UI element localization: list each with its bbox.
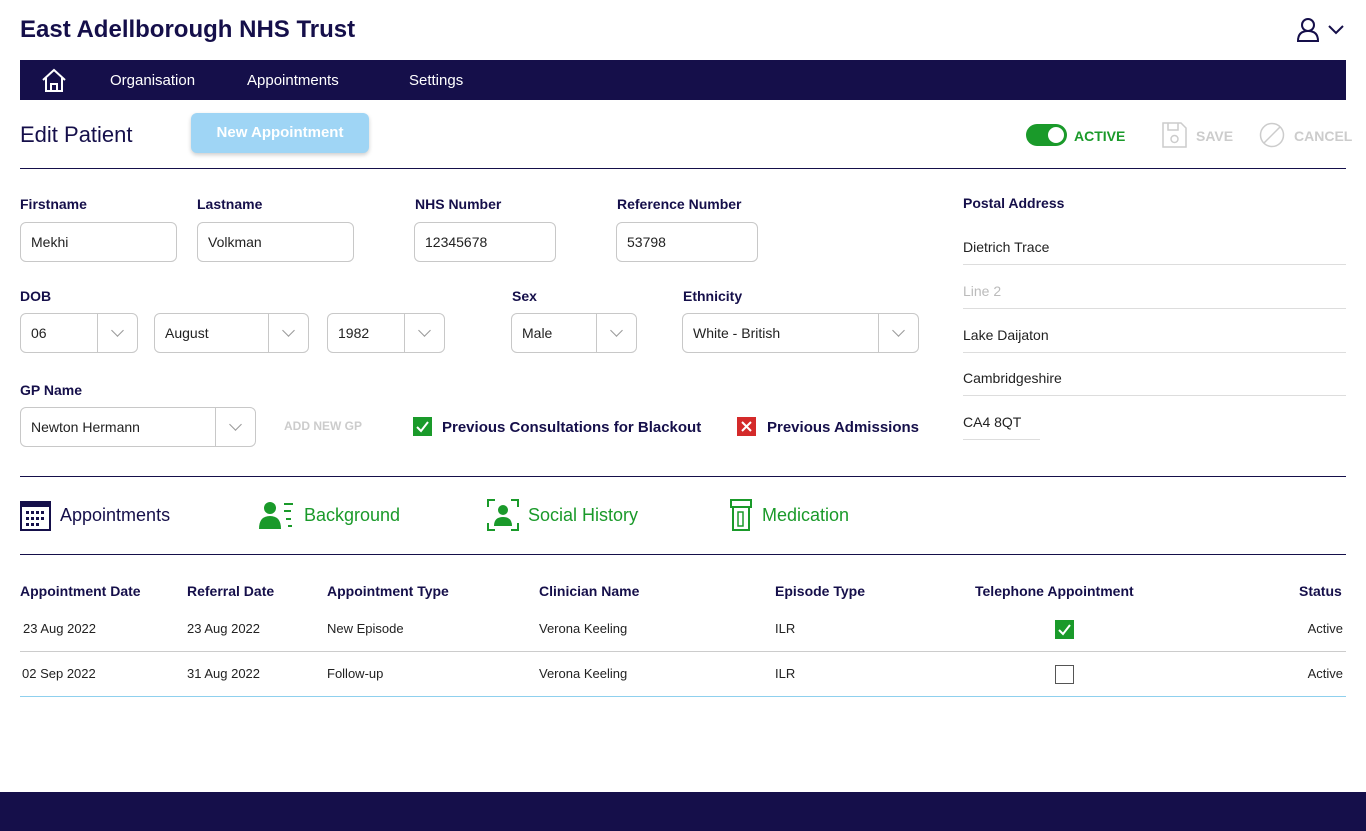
sex-label: Sex xyxy=(512,288,537,304)
chevron-down-icon xyxy=(1328,25,1344,35)
column-header-appointment-type[interactable]: Appointment Type xyxy=(327,583,449,599)
social-history-icon xyxy=(487,499,519,531)
status: Active xyxy=(1307,666,1343,681)
chevron-down-icon xyxy=(878,314,918,352)
gp-name-label: GP Name xyxy=(20,382,82,398)
address-town-input[interactable]: Lake Daijaton xyxy=(963,327,1346,353)
nhs-number-label: NHS Number xyxy=(415,196,502,212)
column-header-clinician-name[interactable]: Clinician Name xyxy=(539,583,640,599)
dob-month-select[interactable]: August xyxy=(154,313,309,353)
firstname-label: Firstname xyxy=(20,196,87,212)
chevron-down-icon xyxy=(404,314,444,352)
sex-select[interactable]: Male xyxy=(511,313,637,353)
address-line1-input[interactable]: Dietrich Trace xyxy=(963,239,1346,265)
referral-date: 31 Aug 2022 xyxy=(187,666,261,681)
telephone-appointment-checkbox[interactable] xyxy=(1055,620,1074,639)
tab-background[interactable]: Background xyxy=(304,505,401,525)
column-header-status[interactable]: Status xyxy=(1299,583,1342,599)
clinician-name: Verona Keeling xyxy=(539,621,628,636)
calendar-icon xyxy=(20,501,51,531)
appointment-date: 02 Sep 2022 xyxy=(22,666,96,681)
home-icon[interactable] xyxy=(40,67,68,93)
table-row[interactable]: 23 Aug 2022 23 Aug 2022 New Episode Vero… xyxy=(20,606,1346,652)
status: Active xyxy=(1307,621,1343,636)
dob-year-value: 1982 xyxy=(338,325,370,341)
chevron-down-icon xyxy=(268,314,308,352)
main-nav: Organisation Appointments Settings xyxy=(20,60,1346,100)
lastname-input[interactable]: Volkman xyxy=(197,222,354,262)
tab-social-history[interactable]: Social History xyxy=(528,505,639,525)
column-header-appointment-date[interactable]: Appointment Date xyxy=(20,583,141,599)
page-title: Edit Patient xyxy=(20,122,133,147)
episode-type: ILR xyxy=(775,666,796,681)
lastname-label: Lastname xyxy=(197,196,263,212)
address-line2-input[interactable]: Line 2 xyxy=(963,283,1346,309)
user-menu[interactable] xyxy=(1294,16,1352,51)
user-icon xyxy=(1296,18,1344,42)
gp-name-value: Newton Hermann xyxy=(31,419,140,435)
gp-name-select[interactable]: Newton Hermann xyxy=(20,407,256,447)
column-header-referral-date[interactable]: Referral Date xyxy=(187,583,275,599)
address-postcode-input[interactable]: CA4 8QT xyxy=(963,414,1040,440)
appointment-type: Follow-up xyxy=(327,666,384,681)
dob-year-select[interactable]: 1982 xyxy=(327,313,445,353)
chevron-down-icon xyxy=(596,314,636,352)
tab-appointments[interactable]: Appointments xyxy=(60,505,171,525)
ethnicity-label: Ethnicity xyxy=(683,288,743,304)
appointment-date: 23 Aug 2022 xyxy=(23,621,97,636)
dob-day-value: 06 xyxy=(31,325,47,341)
dob-label: DOB xyxy=(20,288,52,304)
nhs-number-input[interactable]: 12345678 xyxy=(414,222,556,262)
tab-medication[interactable]: Medication xyxy=(762,505,850,525)
address-county-input[interactable]: Cambridgeshire xyxy=(963,370,1346,396)
medication-icon xyxy=(730,499,752,531)
divider xyxy=(20,554,1346,555)
divider xyxy=(20,168,1346,169)
dob-month-value: August xyxy=(165,325,209,341)
column-header-episode-type[interactable]: Episode Type xyxy=(775,583,865,599)
firstname-input[interactable]: Mekhi xyxy=(20,222,177,262)
active-label: ACTIVE xyxy=(1074,128,1126,144)
sex-value: Male xyxy=(522,325,553,341)
save-button[interactable]: SAVE xyxy=(1196,128,1234,144)
new-appointment-button[interactable]: New Appointment xyxy=(191,113,369,153)
footer xyxy=(0,792,1366,831)
episode-type: ILR xyxy=(775,621,796,636)
nav-settings[interactable]: Settings xyxy=(409,72,464,89)
previous-admissions-label: Previous Admissions xyxy=(767,419,919,436)
active-toggle[interactable] xyxy=(1026,124,1067,146)
previous-consultations-label: Previous Consultations for Blackout xyxy=(442,419,702,436)
nav-appointments[interactable]: Appointments xyxy=(247,72,339,89)
telephone-appointment-checkbox[interactable] xyxy=(1055,665,1074,684)
postal-address-label: Postal Address xyxy=(963,195,1065,211)
previous-consultations-checkbox[interactable] xyxy=(413,417,432,436)
cancel-icon[interactable] xyxy=(1259,122,1285,148)
referral-date: 23 Aug 2022 xyxy=(187,621,261,636)
table-row[interactable]: 02 Sep 2022 31 Aug 2022 Follow-up Verona… xyxy=(20,652,1346,697)
previous-admissions-checkbox[interactable] xyxy=(737,417,756,436)
cancel-button[interactable]: CANCEL xyxy=(1294,128,1353,144)
column-header-telephone-appointment[interactable]: Telephone Appointment xyxy=(975,583,1134,599)
save-icon[interactable] xyxy=(1162,122,1187,148)
appointment-type: New Episode xyxy=(327,621,404,636)
ethnicity-select[interactable]: White - British xyxy=(682,313,919,353)
nav-organisation[interactable]: Organisation xyxy=(110,72,196,89)
dob-day-select[interactable]: 06 xyxy=(20,313,138,353)
chevron-down-icon xyxy=(97,314,137,352)
reference-number-label: Reference Number xyxy=(617,196,742,212)
divider xyxy=(20,476,1346,477)
add-new-gp-button[interactable]: ADD NEW GP xyxy=(284,419,362,433)
background-icon xyxy=(259,502,293,529)
chevron-down-icon xyxy=(215,408,255,446)
app-title: East Adellborough NHS Trust xyxy=(20,16,356,43)
reference-number-input[interactable]: 53798 xyxy=(616,222,758,262)
clinician-name: Verona Keeling xyxy=(539,666,628,681)
ethnicity-value: White - British xyxy=(693,325,781,341)
